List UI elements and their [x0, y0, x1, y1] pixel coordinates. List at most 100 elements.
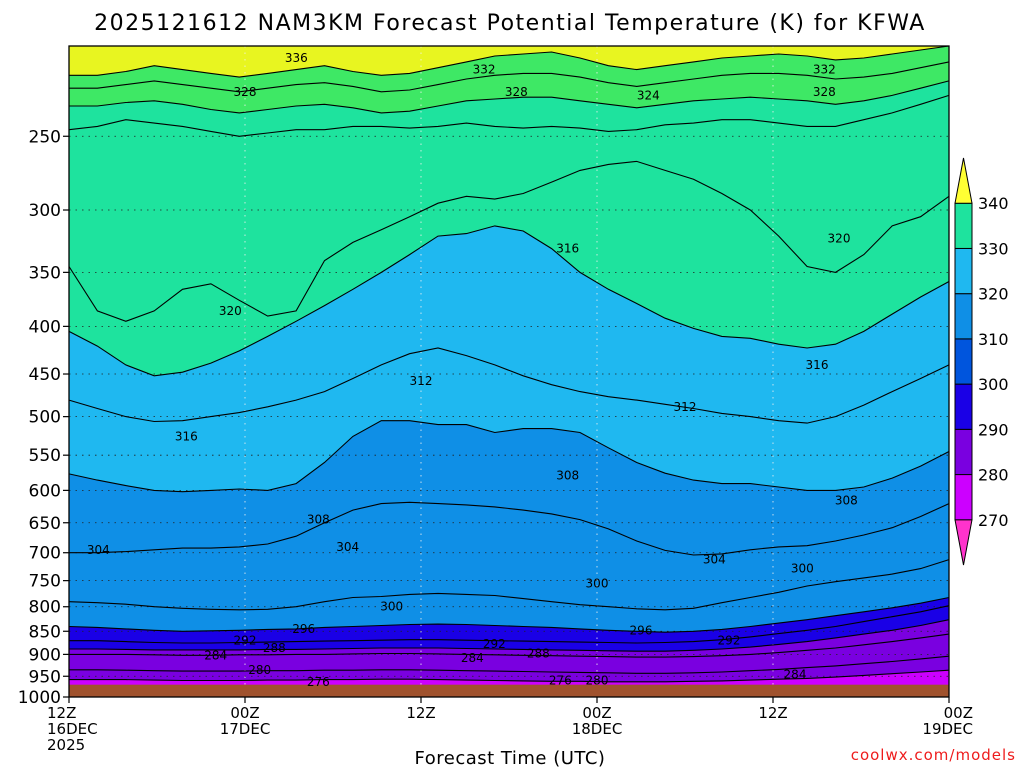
contour-label-13: 312 [674, 400, 697, 414]
fill-band-328 [69, 80, 949, 137]
isentrope-304 [69, 501, 950, 556]
fill-band-320 [69, 161, 949, 376]
y-tick-label-800: 800 [29, 598, 61, 618]
contour-label-18: 304 [336, 540, 359, 554]
x-axis-title: Forecast Time (UTC) [415, 748, 606, 768]
fill-band-304 [69, 502, 949, 610]
colorbar-extend-high [954, 157, 973, 204]
contour-label-7: 320 [219, 304, 242, 318]
isentrope-312 [68, 347, 950, 424]
y-tick-label-350: 350 [29, 263, 61, 283]
y-tick-label-650: 650 [29, 514, 61, 534]
isentrope-276 [69, 669, 950, 683]
colorbar-label-270: 270 [978, 511, 1009, 530]
contour-label-0: 336 [285, 51, 308, 65]
contour-label-6: 324 [637, 88, 660, 102]
isentrope-332 [69, 61, 950, 93]
colorbar-swatch-270 [954, 474, 973, 521]
site-credit: coolwx.com/models [851, 746, 1016, 764]
x-tick-label-12-1: 00Z [230, 704, 259, 722]
contour-label-33: 280 [248, 663, 271, 677]
colorbar-swatch-310 [954, 293, 973, 340]
contour-label-17: 304 [87, 543, 110, 557]
contour-label-12: 312 [410, 374, 433, 388]
contour-label-25: 292 [234, 634, 257, 648]
contour-label-19: 304 [703, 553, 726, 567]
y-tick-label-700: 700 [29, 544, 61, 564]
y-tick-label-550: 550 [29, 446, 61, 466]
isentrope-292 [69, 605, 950, 644]
isentrope-316 [68, 225, 950, 377]
contour-label-34: 280 [586, 673, 609, 687]
fill-band-300 [69, 559, 949, 633]
y-tick-label-900: 900 [29, 645, 61, 665]
x-tick-label-12-2: 17DEC [220, 720, 271, 738]
colorbar-swatch-330 [954, 202, 973, 249]
x-tick-label-48-1: 12Z [758, 704, 787, 722]
fill-band-284 [69, 634, 949, 674]
contour-label-9: 316 [556, 242, 579, 256]
contour-label-30: 284 [204, 648, 227, 662]
colorbar-label-320: 320 [978, 285, 1009, 304]
contour-label-22: 300 [791, 562, 814, 576]
fill-band-308 [69, 420, 949, 555]
x-tick-label-36-2: 18DEC [572, 720, 623, 738]
fill-band-312 [69, 348, 949, 492]
colorbar-swatch-290 [954, 383, 973, 430]
contour-label-36: 276 [549, 673, 572, 687]
isentrope-lines [68, 45, 950, 683]
x-tick-label-0-2: 16DEC [47, 720, 98, 738]
colorbar-swatch-280 [954, 428, 973, 476]
y-tick-label-850: 850 [29, 622, 61, 642]
contour-label-8: 320 [828, 232, 851, 246]
contour-label-35: 276 [307, 675, 330, 689]
y-tick-label-600: 600 [29, 481, 61, 501]
y-tick-label-950: 950 [29, 667, 61, 687]
contour-label-20: 300 [380, 600, 403, 614]
fill-band-280 [69, 656, 949, 682]
plot-frame [68, 45, 950, 698]
colorbar-label-340: 340 [978, 194, 1009, 213]
contour-label-24: 296 [630, 623, 653, 637]
fill-band-292 [69, 605, 949, 652]
fill-band-316 [69, 225, 949, 424]
contour-label-10: 316 [806, 358, 829, 372]
fill-band-296 [69, 597, 949, 643]
contour-labels: 336 332 332 328 328 328 324 320 320 316 316 316 312 3… [87, 51, 858, 689]
y-tick-label-300: 300 [29, 201, 61, 221]
x-tick-label-60-1: 00Z [944, 704, 973, 722]
contour-label-23: 296 [292, 622, 315, 636]
contour-label-27: 292 [718, 634, 741, 648]
y-tick-label-250: 250 [29, 127, 61, 147]
fill-band-top [69, 46, 949, 78]
contour-label-16: 308 [835, 493, 858, 507]
contour-label-21: 300 [586, 576, 609, 590]
contour-label-15: 308 [556, 468, 579, 482]
x-tick-label-60-2: 19DEC [922, 720, 973, 738]
fill-band-332 [69, 61, 949, 113]
x-tick-label-36-1: 00Z [582, 704, 611, 722]
colorbar-swatch-320 [954, 247, 973, 295]
y-axis: 250 300 350 400 450 500 550 600 650 700 750 800 850 9… [18, 127, 69, 708]
x-tick-label-0-3: 2025 [47, 736, 85, 754]
chart-title: 2025121612 NAM3KM Forecast Potential Tem… [94, 11, 926, 36]
fill-band-336 [69, 46, 949, 92]
y-tick-label-750: 750 [29, 572, 61, 592]
contour-label-1: 332 [473, 63, 496, 77]
y-tick-label-450: 450 [29, 365, 61, 385]
ground-surface [69, 684, 949, 697]
colorbar: 270 280 290 300 310 320 330 340 [954, 157, 1009, 566]
isentrope-328 [69, 80, 950, 114]
colorbar-label-280: 280 [978, 466, 1009, 485]
colorbar-swatch-300 [954, 338, 973, 385]
contour-label-14: 308 [307, 513, 330, 527]
isentrope-320 [68, 160, 950, 322]
y-tick-label-400: 400 [29, 317, 61, 337]
contour-label-5: 328 [813, 85, 836, 99]
contour-label-28: 288 [263, 641, 286, 655]
colorbar-label-290: 290 [978, 420, 1009, 439]
x-tick-label-24-1: 12Z [406, 704, 435, 722]
colorbar-label-330: 330 [978, 239, 1009, 258]
